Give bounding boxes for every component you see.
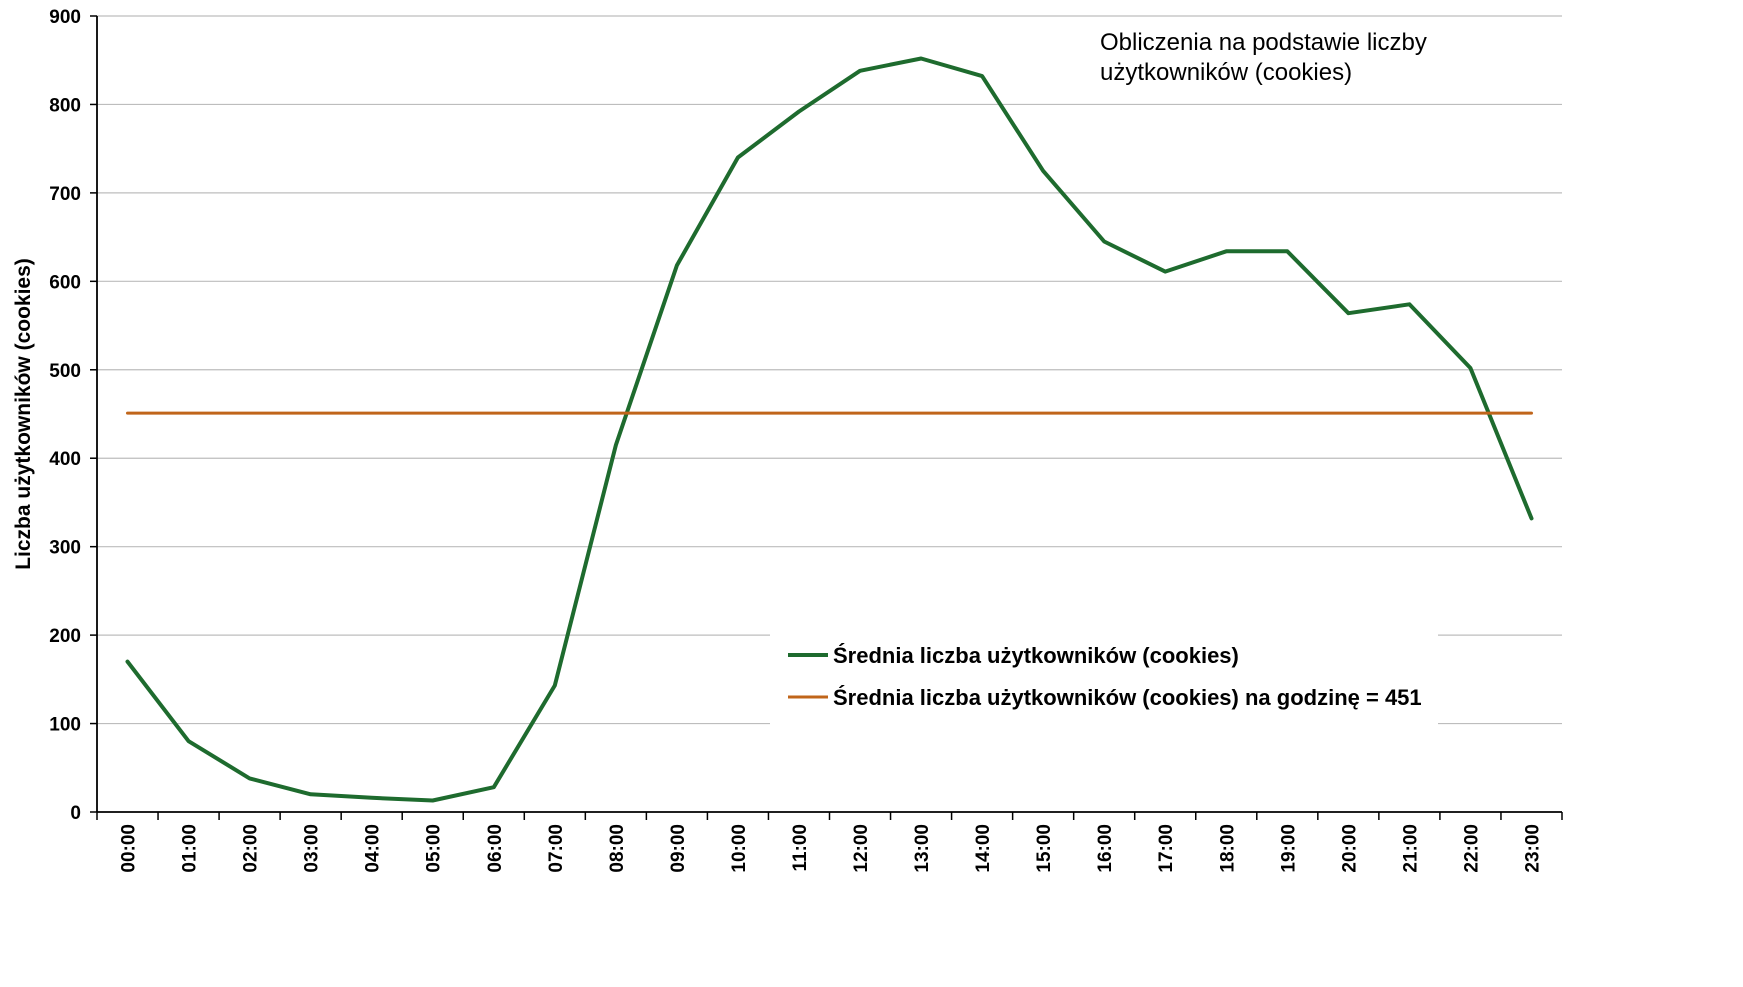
x-tick-label-19:00: 19:00 — [1278, 824, 1299, 873]
x-tick-label-02:00: 02:00 — [241, 824, 262, 873]
x-tick-label-14:00: 14:00 — [973, 824, 994, 873]
y-axis-label: Liczba użytkowników (cookies) — [12, 258, 35, 570]
x-tick-label-17:00: 17:00 — [1156, 824, 1177, 873]
x-tick-label-21:00: 21:00 — [1400, 824, 1421, 873]
legend: Średnia liczba użytkowników (cookies) Śr… — [770, 633, 1438, 725]
x-tick-label-23:00: 23:00 — [1522, 824, 1543, 873]
legend-background — [770, 633, 1438, 725]
x-tick-label-08:00: 08:00 — [607, 824, 628, 873]
annotation-line-2: użytkowników (cookies) — [1100, 59, 1352, 86]
x-tick-label-16:00: 16:00 — [1095, 824, 1116, 873]
x-tick-label-01:00: 01:00 — [180, 824, 201, 873]
y-tick-label-500: 500 — [49, 361, 81, 382]
y-tick-label-200: 200 — [49, 626, 81, 647]
x-tick-label-05:00: 05:00 — [424, 824, 445, 873]
x-tick-label-12:00: 12:00 — [851, 824, 872, 873]
annotation: Obliczenia na podstawie liczby użytkowni… — [1100, 29, 1427, 86]
y-tick-label-0: 0 — [70, 803, 81, 824]
x-tick-label-03:00: 03:00 — [302, 824, 323, 873]
x-tick-label-18:00: 18:00 — [1217, 824, 1238, 873]
y-tick-label-800: 800 — [49, 95, 81, 116]
y-tick-label-400: 400 — [49, 449, 81, 470]
x-tick-label-09:00: 09:00 — [668, 824, 689, 873]
gridlines — [97, 15, 1562, 725]
x-tick-label-04:00: 04:00 — [363, 824, 384, 873]
x-tick-label-11:00: 11:00 — [790, 824, 811, 872]
annotation-line-1: Obliczenia na podstawie liczby — [1100, 29, 1427, 56]
y-tick-label-100: 100 — [49, 715, 81, 736]
x-tick-label-00:00: 00:00 — [119, 824, 140, 873]
legend-label-hourly-average: Średnia liczba użytkowników (cookies) na… — [833, 685, 1422, 710]
x-tick-label-20:00: 20:00 — [1339, 824, 1360, 873]
series-lines — [125, 56, 1534, 803]
x-tick-label-22:00: 22:00 — [1461, 824, 1482, 873]
x-tick-label-07:00: 07:00 — [546, 824, 567, 873]
axes — [90, 15, 1563, 820]
y-tick-label-900: 900 — [49, 7, 81, 28]
series-line-0 — [125, 56, 1534, 803]
y-tick-label-700: 700 — [49, 184, 81, 205]
y-tick-label-600: 600 — [49, 272, 81, 293]
legend-label-average: Średnia liczba użytkowników (cookies) — [833, 643, 1239, 668]
x-tick-label-15:00: 15:00 — [1034, 824, 1055, 873]
x-tick-labels: 00:00 01:00 02:00 03:00 04:00 05:00 06:00 07:00… — [119, 824, 1544, 873]
y-tick-label-300: 300 — [49, 538, 81, 559]
x-tick-label-06:00: 06:00 — [485, 824, 506, 873]
y-tick-labels: 0 100 200 300 400 500 600 700 800 900 — [49, 7, 81, 824]
x-tick-label-10:00: 10:00 — [729, 824, 750, 873]
x-tick-label-13:00: 13:00 — [912, 824, 933, 873]
